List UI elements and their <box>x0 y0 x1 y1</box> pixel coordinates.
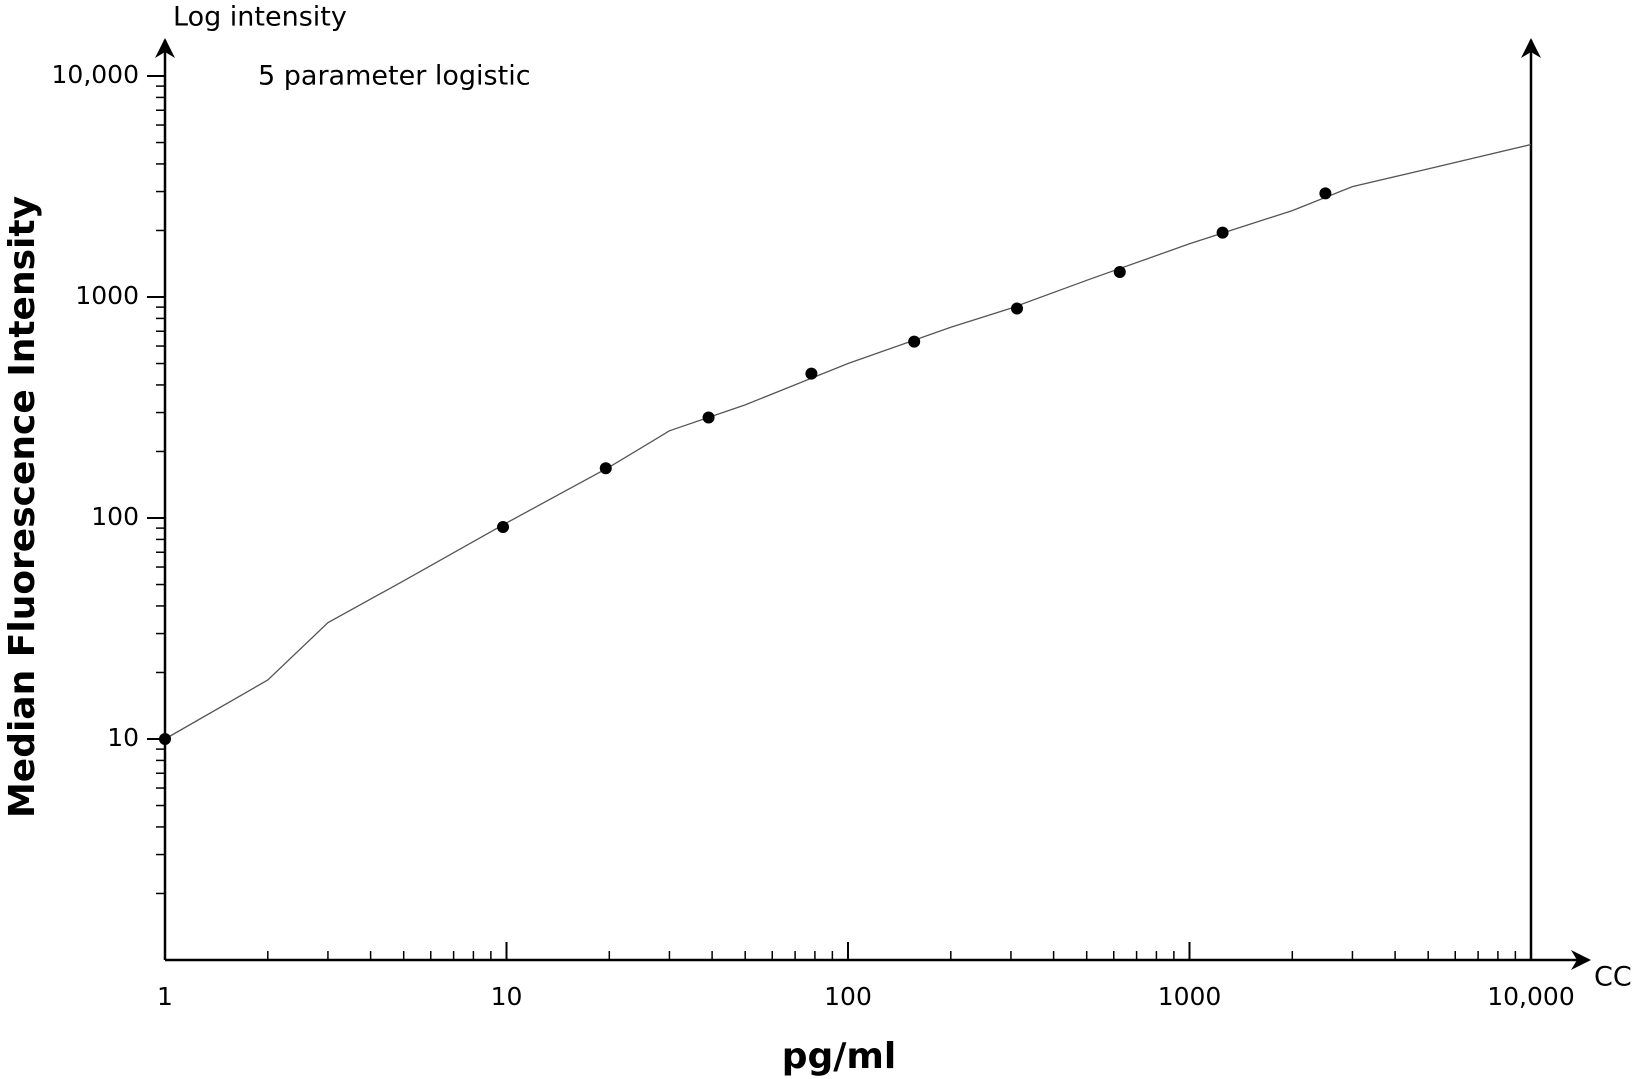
data-point <box>1319 187 1332 200</box>
y-axis-title: Median Fluorescence Intensity <box>2 196 43 818</box>
x-tick-label: 1000 <box>1158 982 1222 1011</box>
data-point <box>599 462 612 475</box>
data-point <box>805 367 818 380</box>
x-axis-title: pg/ml <box>782 1036 897 1077</box>
data-point <box>1010 302 1023 315</box>
data-point <box>702 411 715 424</box>
x-tick-label: 10 <box>491 982 523 1011</box>
x-tick-label: 1 <box>157 982 173 1011</box>
fit-curve <box>164 143 1532 740</box>
y-tick-label: 1000 <box>75 281 139 310</box>
annotation: 5 parameter logistic <box>258 61 531 92</box>
data-point <box>497 521 510 534</box>
top-label: Log intensity <box>173 2 347 33</box>
data-point <box>159 733 171 745</box>
y-tick-label: 10 <box>107 723 139 752</box>
data-point <box>908 335 921 348</box>
x-tick-label: 100 <box>824 982 872 1011</box>
x-tick-label: 10,000 <box>1487 982 1574 1011</box>
data-point <box>1113 266 1126 279</box>
data-point <box>1216 226 1229 239</box>
x-end-label: CC <box>1594 962 1632 993</box>
y-tick-label: 10,000 <box>52 60 139 89</box>
y-tick-label: 100 <box>91 502 139 531</box>
